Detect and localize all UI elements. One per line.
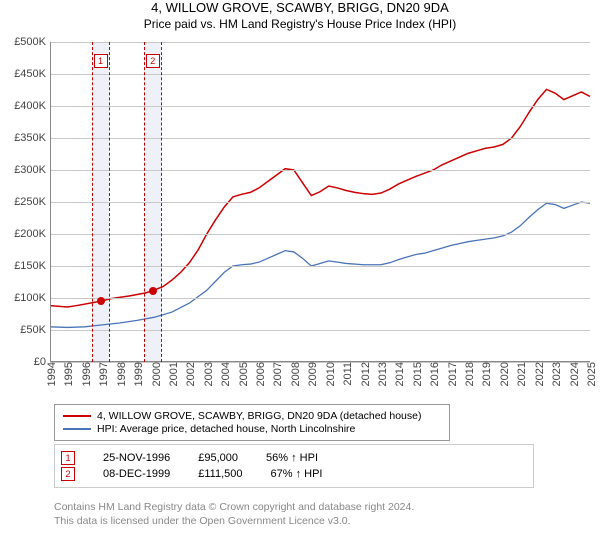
sales-row-price: £111,500 <box>198 468 242 480</box>
sales-row: 1 25-NOV-1996 £95,000 56% ↑ HPI <box>61 451 527 465</box>
x-tick-label: 2013 <box>377 362 389 386</box>
y-tick-label: £100K <box>14 292 50 304</box>
x-tick-label: 2021 <box>516 362 528 386</box>
x-tick-label: 1999 <box>133 362 145 386</box>
x-tick-label: 2020 <box>499 362 511 386</box>
legend-label: 4, WILLOW GROVE, SCAWBY, BRIGG, DN20 9DA… <box>97 410 421 422</box>
x-tick-label: 1994 <box>46 362 58 386</box>
x-tick-label: 2005 <box>238 362 250 386</box>
sale-marker-2: 2 <box>146 54 160 68</box>
x-tick-label: 2000 <box>151 362 163 386</box>
series-line <box>50 89 590 307</box>
sales-row-price: £95,000 <box>198 452 238 464</box>
x-tick-label: 2023 <box>551 362 563 386</box>
sale-dot <box>97 297 105 305</box>
x-tick-label: 1997 <box>98 362 110 386</box>
x-tick-label: 2002 <box>185 362 197 386</box>
sales-row-delta: 56% ↑ HPI <box>266 452 318 464</box>
x-tick-label: 2011 <box>342 362 354 386</box>
x-tick-label: 2007 <box>272 362 284 386</box>
x-tick-label: 2008 <box>290 362 302 386</box>
y-tick-label: £50K <box>20 324 50 336</box>
legend-swatch <box>63 415 91 417</box>
x-tick-label: 2016 <box>429 362 441 386</box>
x-tick-label: 1996 <box>81 362 93 386</box>
x-tick-label: 2017 <box>447 362 459 386</box>
x-tick-label: 1995 <box>63 362 75 386</box>
y-tick-label: £350K <box>14 132 50 144</box>
sales-row: 2 08-DEC-1999 £111,500 67% ↑ HPI <box>61 467 527 481</box>
legend-label: HPI: Average price, detached house, Nort… <box>97 423 355 435</box>
sales-table: 1 25-NOV-1996 £95,000 56% ↑ HPI 2 08-DEC-1999… <box>54 444 534 488</box>
x-tick-label: 2025 <box>586 362 598 386</box>
x-tick-label: 1998 <box>116 362 128 386</box>
y-tick-label: £150K <box>14 260 50 272</box>
x-tick-label: 2010 <box>325 362 337 386</box>
x-tick-label: 2004 <box>220 362 232 386</box>
x-tick-label: 2009 <box>307 362 319 386</box>
x-tick-label: 2006 <box>255 362 267 386</box>
x-tick-label: 2014 <box>394 362 406 386</box>
sales-row-marker: 1 <box>61 451 75 465</box>
chart-plot-area: £0£50K£100K£150K£200K£250K£300K£350K£400… <box>50 42 590 362</box>
footer-note: Contains HM Land Registry data © Crown c… <box>54 500 414 528</box>
x-tick-label: 2022 <box>534 362 546 386</box>
sale-marker-1: 1 <box>94 54 108 68</box>
sale-dot <box>149 287 157 295</box>
x-tick-label: 2018 <box>464 362 476 386</box>
x-tick-label: 2019 <box>481 362 493 386</box>
series-line <box>50 202 590 327</box>
y-tick-label: £400K <box>14 100 50 112</box>
x-tick-label: 2012 <box>360 362 372 386</box>
x-tick-label: 2001 <box>168 362 180 386</box>
footer-line-1: Contains HM Land Registry data © Crown c… <box>54 500 414 514</box>
chart-subtitle: Price paid vs. HM Land Registry's House … <box>0 17 600 31</box>
y-tick-label: £500K <box>14 36 50 48</box>
y-tick-label: £200K <box>14 228 50 240</box>
chart-title: 4, WILLOW GROVE, SCAWBY, BRIGG, DN20 9DA <box>0 0 600 15</box>
x-tick-label: 2024 <box>569 362 581 386</box>
legend-row: HPI: Average price, detached house, Nort… <box>63 423 441 435</box>
y-tick-label: £450K <box>14 68 50 80</box>
y-tick-label: £250K <box>14 196 50 208</box>
legend-row: 4, WILLOW GROVE, SCAWBY, BRIGG, DN20 9DA… <box>63 410 441 422</box>
sales-row-date: 08-DEC-1999 <box>103 468 170 480</box>
y-tick-label: £300K <box>14 164 50 176</box>
x-tick-label: 2003 <box>203 362 215 386</box>
legend-swatch <box>63 428 91 430</box>
sales-row-delta: 67% ↑ HPI <box>271 468 323 480</box>
footer-line-2: This data is licensed under the Open Gov… <box>54 514 414 528</box>
sales-row-date: 25-NOV-1996 <box>103 452 170 464</box>
legend-box: 4, WILLOW GROVE, SCAWBY, BRIGG, DN20 9DA… <box>54 404 450 441</box>
x-tick-label: 2015 <box>412 362 424 386</box>
sales-row-marker: 2 <box>61 467 75 481</box>
